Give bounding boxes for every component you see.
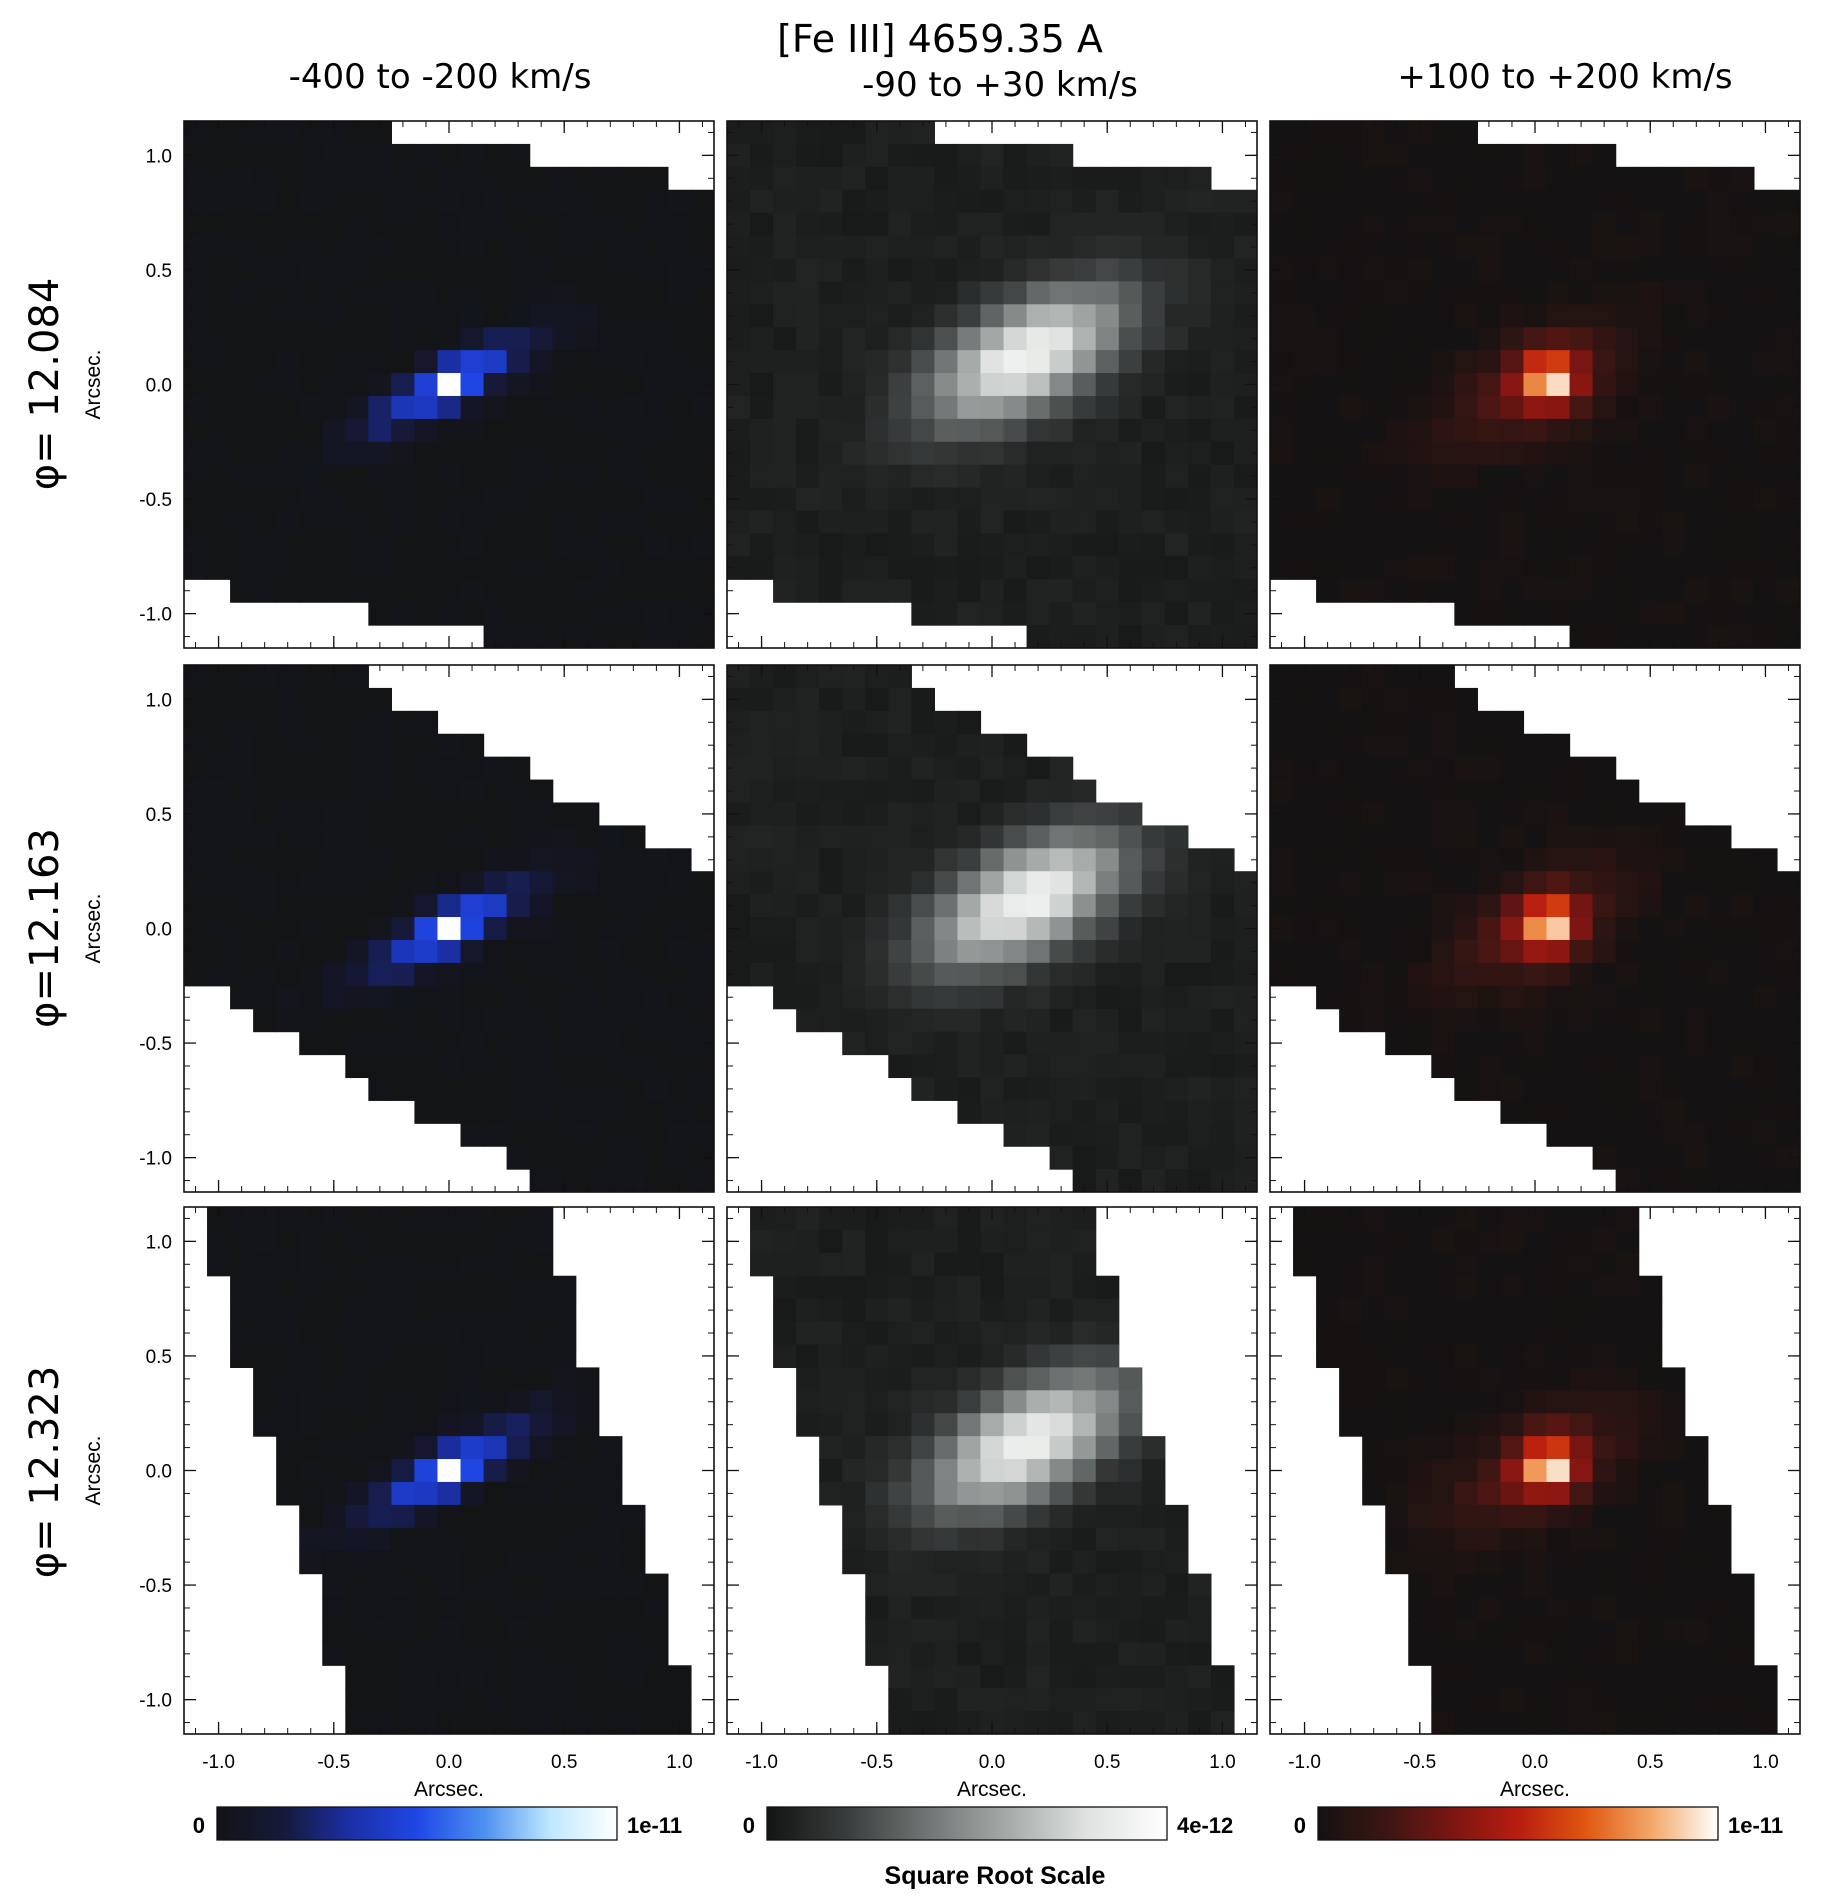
colorbar-max-label: 1e-11	[1728, 1813, 1783, 1838]
y-tick-label: 0.0	[146, 920, 172, 941]
y-tick-label: -0.5	[139, 1576, 172, 1597]
y-tick-label: 0.0	[146, 1462, 172, 1483]
y-tick-label: -1.0	[139, 605, 172, 626]
y-axis-title: Arcsec.	[82, 1435, 105, 1505]
panel-r1-c3	[1269, 120, 1801, 649]
y-tick-label: 1.0	[146, 146, 172, 167]
intensity-map	[1270, 665, 1800, 1192]
x-tick-label: -0.5	[860, 1752, 893, 1773]
intensity-map	[184, 121, 714, 648]
colorbars: 0 1e-11 0 4e-12 0 1e-11	[193, 1806, 1783, 1841]
panel-r1-c1: -1.0 -0.5 0.0 0.5 1.0 Arcsec.	[82, 120, 715, 649]
y-tick-label: 0.5	[146, 261, 172, 282]
x-axis-title: Arcsec.	[957, 1778, 1027, 1801]
column-title-2: -90 to +30 km/s	[862, 65, 1138, 105]
y-tick-label: -1.0	[139, 1149, 172, 1170]
x-tick-label: -1.0	[745, 1752, 778, 1773]
x-axis-title: Arcsec.	[1500, 1778, 1570, 1801]
column-title-1: -400 to -200 km/s	[289, 57, 592, 97]
panel-grid: -1.0 -0.5 0.0 0.5 1.0 Arcsec. -1.0 -0.5 0.0 0.5 1.…	[82, 120, 1801, 1801]
x-tick-label: 0.0	[1522, 1752, 1548, 1773]
x-tick-label: 1.0	[1752, 1752, 1778, 1773]
colorbar-2: 0 4e-12	[743, 1806, 1233, 1841]
colorbar-3: 0 1e-11	[1294, 1806, 1783, 1841]
x-tick-label: 1.0	[666, 1752, 692, 1773]
x-tick-label: -0.5	[317, 1752, 350, 1773]
colorbar-min-label: 0	[1294, 1813, 1306, 1838]
row-label-3: φ= 12.323	[22, 1366, 68, 1579]
y-tick-label: -0.5	[139, 1034, 172, 1055]
x-tick-label: 0.5	[551, 1752, 577, 1773]
colorbar-gradient	[766, 1806, 1168, 1841]
x-tick-label: -0.5	[1403, 1752, 1436, 1773]
intensity-map	[1270, 121, 1800, 648]
panel-r1-c2	[726, 120, 1258, 649]
x-axis-title: Arcsec.	[414, 1778, 484, 1801]
panel-r3-c3: -1.0 -0.5 0.0 0.5 1.0 Arcsec.	[1269, 1206, 1801, 1801]
scale-label: Square Root Scale	[885, 1862, 1106, 1890]
y-tick-label: 0.0	[146, 376, 172, 397]
intensity-map	[727, 121, 1257, 648]
y-axis-title: Arcsec.	[82, 349, 105, 419]
figure-title: [Fe III] 4659.35 A	[777, 17, 1103, 61]
y-tick-label: 1.0	[146, 690, 172, 711]
column-title-3: +100 to +200 km/s	[1397, 57, 1732, 97]
colorbar-1: 0 1e-11	[193, 1806, 682, 1841]
y-axis-title: Arcsec.	[82, 893, 105, 963]
panel-r2-c2	[726, 664, 1258, 1193]
colorbar-gradient	[216, 1806, 618, 1841]
y-tick-label: 1.0	[146, 1232, 172, 1253]
colorbar-max-label: 4e-12	[1177, 1813, 1233, 1838]
panel-r2-c1: -1.0 -0.5 0.0 0.5 1.0 Arcsec.	[82, 664, 715, 1193]
row-label-2: φ=12.163	[22, 828, 68, 1028]
intensity-map	[207, 1207, 692, 1734]
intensity-map	[750, 1207, 1235, 1734]
panel-r3-c1: -1.0 -1.0 -0.5 -0.5 0.0 0.0 0.5 0.5 1.0 1.0 Arcsec…	[82, 1206, 715, 1801]
panel-r2-c3	[1269, 664, 1801, 1193]
y-tick-label: -0.5	[139, 490, 172, 511]
x-tick-label: 1.0	[1209, 1752, 1235, 1773]
x-tick-label: 0.5	[1637, 1752, 1663, 1773]
y-tick-label: -1.0	[139, 1691, 172, 1712]
panel-r3-c2: -1.0 -0.5 0.0 0.5 1.0 Arcsec.	[726, 1206, 1258, 1801]
y-tick-label: 0.5	[146, 805, 172, 826]
colorbar-max-label: 1e-11	[627, 1813, 682, 1838]
x-tick-label: 0.0	[436, 1752, 462, 1773]
x-tick-label: 0.0	[979, 1752, 1005, 1773]
intensity-map	[727, 665, 1257, 1192]
intensity-map	[184, 665, 714, 1192]
y-tick-label: 0.5	[146, 1347, 172, 1368]
colorbar-min-label: 0	[743, 1813, 755, 1838]
x-tick-label: 0.5	[1094, 1752, 1120, 1773]
colorbar-gradient	[1317, 1806, 1719, 1841]
x-tick-label: -1.0	[202, 1752, 235, 1773]
colorbar-min-label: 0	[193, 1813, 205, 1838]
x-tick-label: -1.0	[1288, 1752, 1321, 1773]
row-label-1: φ= 12.084	[22, 278, 68, 491]
intensity-map	[1293, 1207, 1778, 1734]
